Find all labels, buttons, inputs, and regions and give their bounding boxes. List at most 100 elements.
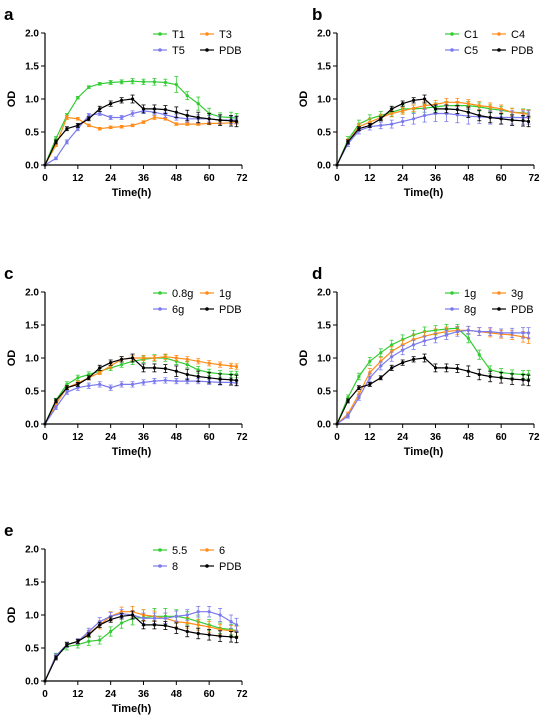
data-point bbox=[229, 620, 233, 624]
legend-label: PDB bbox=[511, 45, 534, 57]
legend-item-C1: C1 bbox=[445, 29, 478, 41]
data-point bbox=[455, 113, 459, 117]
data-point bbox=[499, 331, 503, 335]
data-point bbox=[368, 123, 372, 127]
legend-marker bbox=[205, 564, 209, 568]
data-point bbox=[185, 113, 189, 118]
data-point bbox=[526, 119, 531, 124]
legend-marker bbox=[450, 291, 454, 295]
data-point bbox=[163, 355, 167, 359]
legend-marker bbox=[205, 307, 209, 311]
data-point bbox=[346, 396, 350, 400]
data-point bbox=[185, 379, 189, 383]
x-tick-label: 36 bbox=[138, 432, 150, 443]
data-point bbox=[412, 117, 416, 121]
data-point bbox=[130, 382, 135, 386]
legend-label: PDB bbox=[219, 304, 242, 316]
data-point bbox=[87, 629, 91, 634]
legend-label: 1g bbox=[464, 288, 476, 300]
legend-marker bbox=[158, 307, 162, 311]
data-point bbox=[87, 639, 91, 644]
y-axis-label: OD bbox=[298, 91, 310, 108]
data-point bbox=[109, 361, 113, 365]
y-tick-label: 1.5 bbox=[317, 321, 331, 332]
data-point bbox=[368, 120, 372, 124]
x-tick-label: 48 bbox=[171, 432, 183, 443]
data-point bbox=[98, 638, 102, 642]
data-point bbox=[196, 623, 200, 627]
series-line bbox=[336, 101, 529, 166]
data-point bbox=[196, 374, 200, 379]
x-tick-label: 36 bbox=[138, 173, 150, 184]
data-point bbox=[466, 102, 470, 106]
data-point bbox=[98, 82, 102, 86]
x-axis-label: Time(h) bbox=[112, 446, 152, 458]
x-axis-label: Time(h) bbox=[404, 187, 444, 199]
data-point bbox=[109, 102, 113, 106]
data-point bbox=[141, 380, 146, 385]
data-point bbox=[368, 376, 372, 380]
data-point bbox=[357, 396, 361, 400]
y-tick-label: 1.5 bbox=[25, 62, 39, 73]
x-tick-label: 72 bbox=[528, 432, 540, 443]
data-point bbox=[120, 614, 124, 618]
y-tick-label: 2.0 bbox=[25, 288, 39, 299]
data-point bbox=[174, 122, 178, 126]
data-point bbox=[76, 123, 80, 127]
data-point bbox=[130, 79, 135, 83]
x-tick-label: 72 bbox=[528, 173, 540, 184]
data-point bbox=[379, 117, 383, 121]
data-point bbox=[174, 626, 178, 630]
data-point bbox=[229, 364, 233, 368]
data-point bbox=[98, 127, 102, 131]
legend-label: PDB bbox=[511, 304, 534, 316]
legend-item-3g: 3g bbox=[492, 288, 523, 300]
data-point bbox=[174, 110, 178, 114]
data-point bbox=[422, 113, 427, 118]
legend-item-PDB: PDB bbox=[200, 304, 242, 316]
data-point bbox=[488, 330, 492, 334]
data-point bbox=[207, 361, 211, 365]
chart-panel-d: d 0.0 0.5 1.0 1.5 2.0 0 12 24 36 48 60 72 Time(h) OD 1g… bbox=[298, 264, 540, 458]
data-point bbox=[422, 356, 427, 360]
data-point bbox=[401, 119, 405, 124]
legend-marker bbox=[450, 32, 454, 36]
data-point bbox=[499, 107, 503, 111]
data-point bbox=[87, 633, 91, 637]
data-point bbox=[152, 379, 157, 383]
data-point bbox=[218, 613, 222, 617]
data-point bbox=[234, 378, 239, 383]
y-tick-label: 1.0 bbox=[317, 95, 331, 106]
data-point bbox=[466, 369, 470, 373]
legend-marker bbox=[158, 291, 162, 295]
data-point bbox=[499, 376, 503, 380]
data-point bbox=[412, 106, 416, 110]
data-point bbox=[455, 366, 459, 371]
y-tick-label: 0.5 bbox=[25, 128, 39, 139]
data-point bbox=[174, 614, 178, 618]
data-point bbox=[510, 377, 514, 381]
data-point bbox=[130, 97, 135, 101]
data-point bbox=[455, 100, 459, 104]
data-point bbox=[98, 623, 102, 627]
data-point bbox=[87, 85, 91, 89]
legend-label: C4 bbox=[511, 29, 525, 41]
data-point bbox=[207, 376, 211, 380]
data-point bbox=[477, 353, 481, 357]
x-tick-label: 72 bbox=[236, 689, 248, 700]
data-point bbox=[433, 336, 438, 340]
x-tick-label: 36 bbox=[430, 173, 442, 184]
y-axis-label: OD bbox=[6, 91, 18, 108]
y-tick-label: 0.0 bbox=[25, 677, 39, 688]
data-point bbox=[163, 366, 167, 371]
chart-panel-a: a 0.0 0.5 1.0 1.5 2.0 0 12 24 36 48 60 72 Time(h) OD T1… bbox=[4, 5, 248, 199]
panel-label: a bbox=[4, 5, 14, 24]
data-point bbox=[152, 623, 157, 627]
y-tick-label: 1.0 bbox=[25, 354, 39, 365]
data-point bbox=[218, 634, 222, 638]
legend-label: 6g bbox=[172, 304, 184, 316]
data-point bbox=[488, 105, 492, 109]
x-tick-label: 12 bbox=[364, 173, 376, 184]
y-tick-label: 0.0 bbox=[317, 420, 331, 431]
legend-item-0.8g: 0.8g bbox=[153, 288, 193, 300]
